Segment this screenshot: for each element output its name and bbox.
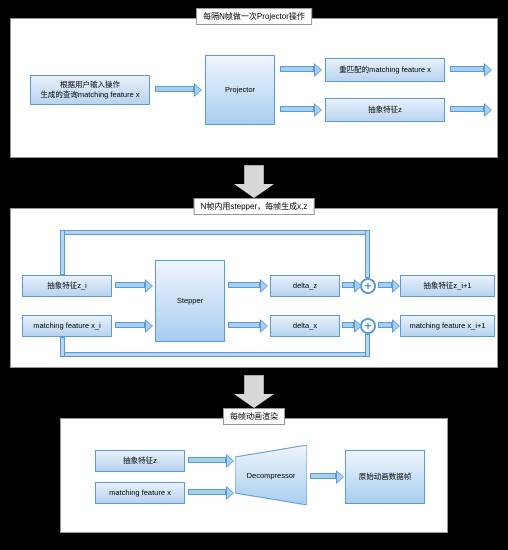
panel-decompressor-title: 每帧动画渲染 — [223, 408, 285, 425]
big-arrow-1 — [234, 165, 274, 198]
node-input-line1: 根据用户输入操作 — [60, 80, 120, 90]
node-out-x: 重匹配的matching feature x — [325, 58, 445, 82]
big-arrow-2 — [234, 375, 274, 408]
node-xi: matching feature x_i — [22, 315, 112, 337]
node-xi1: matching feature x_i+1 — [400, 315, 495, 337]
plus-z: + — [360, 278, 376, 294]
node-decompressor: Decompressor — [235, 445, 307, 505]
node-output-frame: 原始动画数据帧 — [345, 450, 425, 504]
node-dx: delta_x — [270, 315, 340, 337]
node-zi: 抽象特征z_i — [22, 275, 112, 297]
node-input: 根据用户输入操作 生成的查询matching feature x — [30, 75, 150, 105]
node-x: matching feature x — [95, 482, 185, 504]
fb-top-h — [60, 230, 370, 235]
fb-top-vL — [60, 230, 65, 275]
fb-bot-vR — [365, 334, 370, 357]
fb-bot-vL — [60, 337, 65, 357]
node-z: 抽象特征z — [95, 450, 185, 472]
node-stepper: Stepper — [155, 260, 225, 342]
fb-top-vR — [365, 230, 370, 278]
node-projector: Projector — [205, 55, 275, 125]
panel-projector-title: 每隔N帧做一次Projector操作 — [196, 8, 312, 25]
node-input-line2: 生成的查询matching feature x — [40, 90, 139, 100]
panel-stepper-title: N帧内用stepper，每帧生成x,z — [194, 198, 315, 215]
decompressor-label: Decompressor — [247, 471, 296, 480]
node-out-z: 抽象特征z — [325, 98, 445, 122]
fb-bot-h — [60, 352, 370, 357]
node-zi1: 抽象特征z_i+1 — [400, 275, 495, 297]
node-dz: delta_z — [270, 275, 340, 297]
plus-x: + — [360, 318, 376, 334]
